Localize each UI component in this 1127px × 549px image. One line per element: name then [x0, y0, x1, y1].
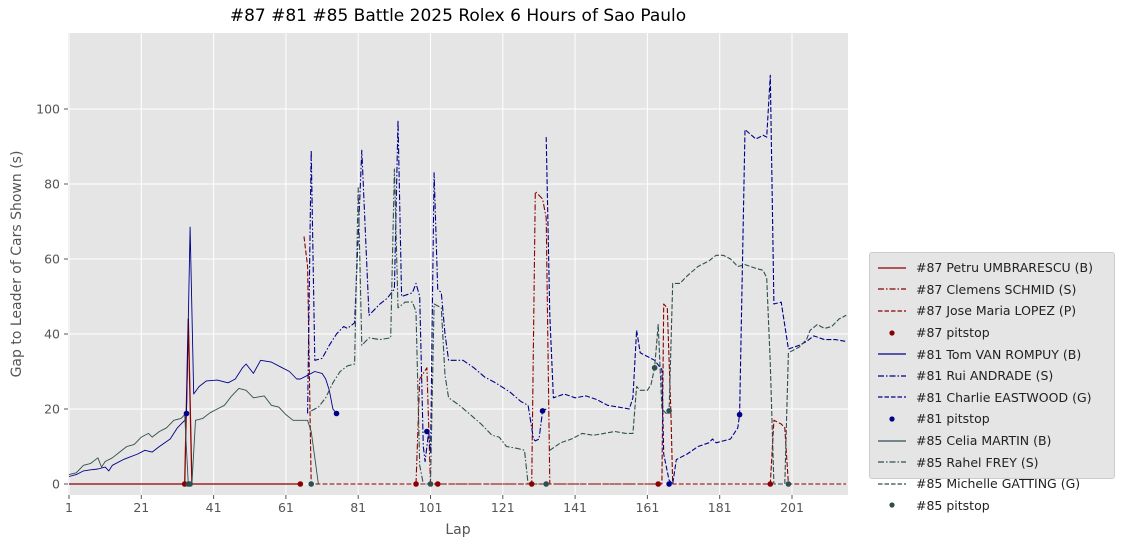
legend-label: #81 Charlie EASTWOOD (G): [916, 389, 1092, 405]
y-tick-label: 0: [52, 477, 60, 492]
legend-label: #87 Jose Maria LOPEZ (P): [916, 303, 1077, 319]
legend-item: #87 pitstop: [870, 322, 1114, 344]
legend-line-icon: [878, 461, 906, 463]
legend-item: #81 Charlie EASTWOOD (G): [870, 387, 1114, 409]
series-line: [310, 168, 547, 485]
legend-label: #87 Clemens SCHMID (S): [916, 281, 1077, 297]
legend-label: #87 Petru UMBRARESCU (B): [916, 260, 1094, 276]
legend-item: #81 Rui ANDRADE (S): [870, 365, 1114, 387]
legend-label: #81 Rui ANDRADE (S): [916, 368, 1054, 384]
pitstop-marker: [424, 428, 430, 435]
chart-title: #87 #81 #85 Battle 2025 Rolex 6 Hours of…: [229, 6, 687, 26]
x-tick-label: 101: [419, 500, 443, 515]
y-tick-label: 60: [44, 252, 60, 267]
pitstop-marker: [767, 481, 774, 487]
legend-item: #85 Celia MARTIN (B): [870, 430, 1114, 452]
legend-marker-icon: [889, 329, 895, 336]
legend-line-icon: [878, 439, 906, 442]
pitstop-marker: [308, 481, 315, 487]
series-line: [545, 74, 847, 485]
series-line: [307, 119, 547, 463]
data-series: [68, 74, 847, 485]
legend-item: #85 Michelle GATTING (G): [870, 473, 1114, 495]
series-line: [68, 226, 337, 477]
legend-line-icon: [878, 267, 906, 269]
pitstop-marker: [736, 411, 743, 418]
legend-line-icon: [878, 375, 906, 377]
y-tick-label: 100: [36, 102, 60, 117]
x-tick-label: 41: [206, 500, 222, 515]
series-line: [303, 236, 847, 485]
x-tick-label: 61: [278, 500, 294, 515]
pitstop-markers: [181, 364, 792, 487]
legend-item: #81 pitstop: [870, 408, 1114, 430]
x-tick-label: 21: [133, 500, 149, 515]
legend-label: #81 pitstop: [916, 411, 990, 427]
legend-item: #87 Petru UMBRARESCU (B): [870, 257, 1114, 279]
legend-item: #85 pitstop: [870, 495, 1114, 517]
legend-label: #85 Michelle GATTING (G): [916, 476, 1081, 492]
legend-label: #85 Rahel FREY (S): [916, 454, 1039, 470]
x-tick-label: 181: [708, 500, 732, 515]
pitstop-marker: [666, 481, 672, 487]
x-tick-label: 81: [350, 500, 366, 515]
legend-item: #81 Tom VAN ROMPUY (B): [870, 343, 1114, 365]
legend-item: #87 Clemens SCHMID (S): [870, 279, 1114, 301]
series-line: [549, 254, 847, 485]
legend-line-icon: [878, 396, 906, 399]
legend-label: #87 pitstop: [916, 325, 990, 341]
y-tick-label: 40: [44, 327, 60, 342]
legend-label: #85 pitstop: [916, 497, 990, 513]
pitstop-marker: [187, 481, 193, 487]
legend-marker-icon: [889, 416, 895, 422]
legend-line-icon: [878, 310, 906, 312]
x-axis-label: Lap: [445, 522, 471, 538]
pitstop-marker: [666, 408, 672, 414]
series-line: [415, 190, 659, 485]
pitstop-marker: [539, 408, 546, 414]
plot-area: [68, 33, 848, 495]
y-tick-label: 80: [44, 177, 60, 192]
pitstop-marker: [434, 481, 441, 487]
pitstop-marker: [333, 410, 340, 417]
pitstop-marker: [651, 364, 658, 371]
pitstop-marker: [413, 481, 419, 487]
pitstop-marker: [543, 481, 549, 487]
pitstop-marker: [655, 481, 662, 487]
x-tick-label: 161: [635, 500, 659, 515]
legend: #87 Petru UMBRARESCU (B) #87 Clemens SCHM…: [869, 252, 1115, 513]
legend-label: #81 Tom VAN ROMPUY (B): [916, 346, 1082, 362]
x-tick-label: 1: [65, 500, 73, 515]
pitstop-marker: [297, 481, 304, 487]
x-tick-label: 121: [491, 500, 515, 515]
x-tick-label: 141: [563, 500, 587, 515]
legend-marker-icon: [889, 502, 895, 508]
legend-line-icon: [878, 483, 906, 485]
legend-item: #87 Jose Maria LOPEZ (P): [870, 300, 1114, 322]
x-tick-label: 201: [780, 500, 804, 515]
pitstop-marker: [183, 410, 190, 417]
legend-line-icon: [878, 353, 906, 355]
legend-item: #85 Rahel FREY (S): [870, 451, 1114, 473]
pitstop-marker: [528, 481, 535, 487]
y-tick-label: 20: [44, 402, 60, 417]
pitstop-marker: [785, 481, 792, 487]
legend-line-icon: [878, 288, 906, 291]
pitstop-marker: [427, 481, 434, 487]
legend-label: #85 Celia MARTIN (B): [916, 433, 1052, 449]
